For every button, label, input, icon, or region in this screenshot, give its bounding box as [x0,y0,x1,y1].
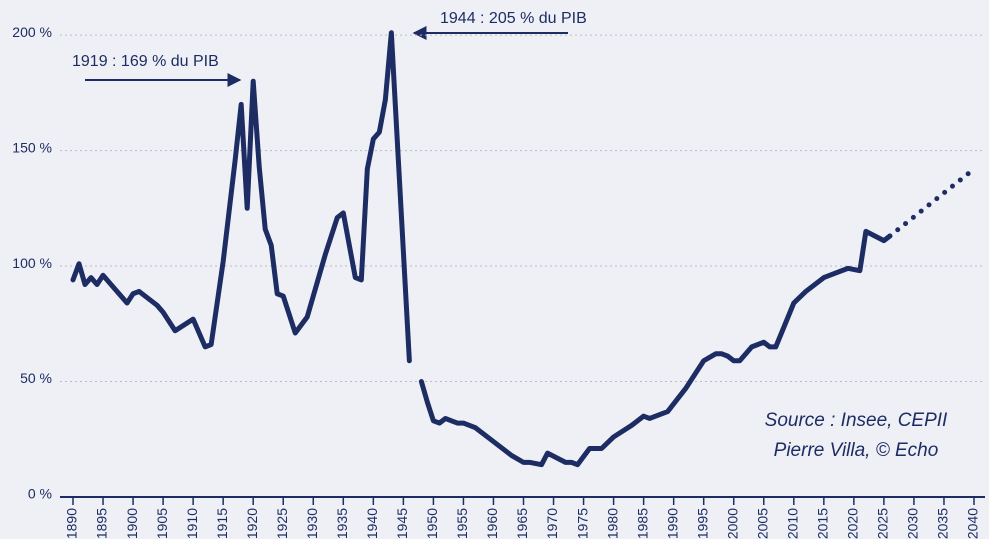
x-tick-label: 1970 [544,508,560,539]
x-tick-label: 1935 [334,508,350,539]
x-tick-label: 2005 [754,508,770,539]
x-tick-label: 2040 [965,508,981,539]
y-tick-label: 100 % [12,255,52,271]
x-tick-label: 1960 [484,508,500,539]
x-tick-label: 1985 [634,508,650,539]
y-tick-label: 0 % [28,486,52,502]
x-tick-label: 2010 [785,508,801,539]
x-tick-label: 1905 [154,508,170,539]
x-tick-label: 1975 [574,508,590,539]
x-tick-label: 1950 [424,508,440,539]
x-tick-label: 1965 [514,508,530,539]
annotation: 1944 : 205 % du PIB [440,10,587,27]
x-tick-label: 2015 [815,508,831,539]
x-tick-label: 2030 [905,508,921,539]
x-tick-label: 1895 [94,508,110,539]
data-line [70,30,893,468]
x-tick-label: 1930 [304,508,320,539]
source: Source : Insee, CEPII [765,410,948,431]
x-tick-label: 1980 [604,508,620,539]
x-tick-label: 1890 [64,508,80,539]
x-tick-label: 1955 [454,508,470,539]
data-line [887,166,977,239]
x-tick-label: 1940 [364,508,380,539]
y-tick-label: 200 % [12,24,52,40]
x-tick-label: 1995 [694,508,710,539]
x-tick-label: 2035 [935,508,951,539]
y-tick-label: 50 % [20,370,52,386]
y-tick-label: 150 % [12,139,52,155]
x-tick-label: 1925 [274,508,290,539]
annotation: 1919 : 169 % du PIB [72,53,219,70]
x-tick-label: 2020 [845,508,861,539]
source: Pierre Villa, © Echo [774,440,939,461]
x-tick-label: 1910 [184,508,200,539]
x-tick-label: 1920 [244,508,260,539]
x-tick-label: 1915 [214,508,230,539]
x-tick-label: 1990 [664,508,680,539]
x-tick-label: 1945 [394,508,410,539]
x-tick-label: 2025 [875,508,891,539]
x-tick-label: 2000 [724,508,740,539]
x-tick-label: 1900 [124,508,140,539]
